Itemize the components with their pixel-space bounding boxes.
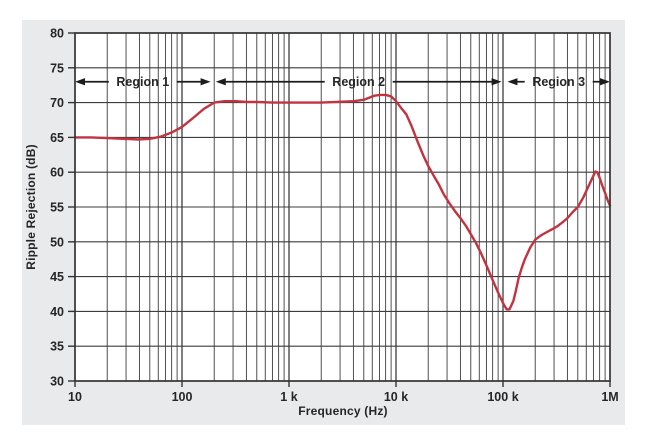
y-tick-label: 75 <box>50 61 64 75</box>
y-tick-label: 30 <box>50 375 64 389</box>
y-tick-label: 65 <box>50 131 64 145</box>
region-arrowhead-right <box>491 78 502 86</box>
region-arrowhead-left <box>507 78 518 86</box>
region-label: Region 3 <box>532 75 585 89</box>
region-arrowhead-left <box>215 78 226 86</box>
y-tick-label: 40 <box>50 305 64 319</box>
region-label: Region 1 <box>116 75 169 89</box>
region-arrowhead-left <box>75 78 85 86</box>
x-axis-title: Frequency (Hz) <box>298 404 388 418</box>
ripple-rejection-curve <box>73 93 612 311</box>
region-arrowhead-right <box>600 78 610 86</box>
x-tick-label: 100 k <box>487 390 518 404</box>
y-tick-label: 55 <box>50 201 64 215</box>
region-label: Region 2 <box>332 75 385 89</box>
x-tick-label: 10 <box>68 390 82 404</box>
region-arrowhead-right <box>200 78 211 86</box>
y-tick-label: 70 <box>50 96 64 110</box>
y-tick-label: 45 <box>50 270 64 284</box>
y-tick-label: 50 <box>50 235 64 249</box>
x-tick-label: 10 k <box>384 390 408 404</box>
x-tick-label: 1M <box>601 390 618 404</box>
plot-frame <box>74 32 611 382</box>
x-tick-label: 1 k <box>280 390 297 404</box>
y-tick-label: 35 <box>50 340 64 354</box>
y-axis-title: Ripple Rejection (dB) <box>24 144 38 270</box>
x-tick-label: 100 <box>172 390 193 404</box>
y-tick-label: 80 <box>50 27 64 41</box>
y-tick-label: 60 <box>50 166 64 180</box>
